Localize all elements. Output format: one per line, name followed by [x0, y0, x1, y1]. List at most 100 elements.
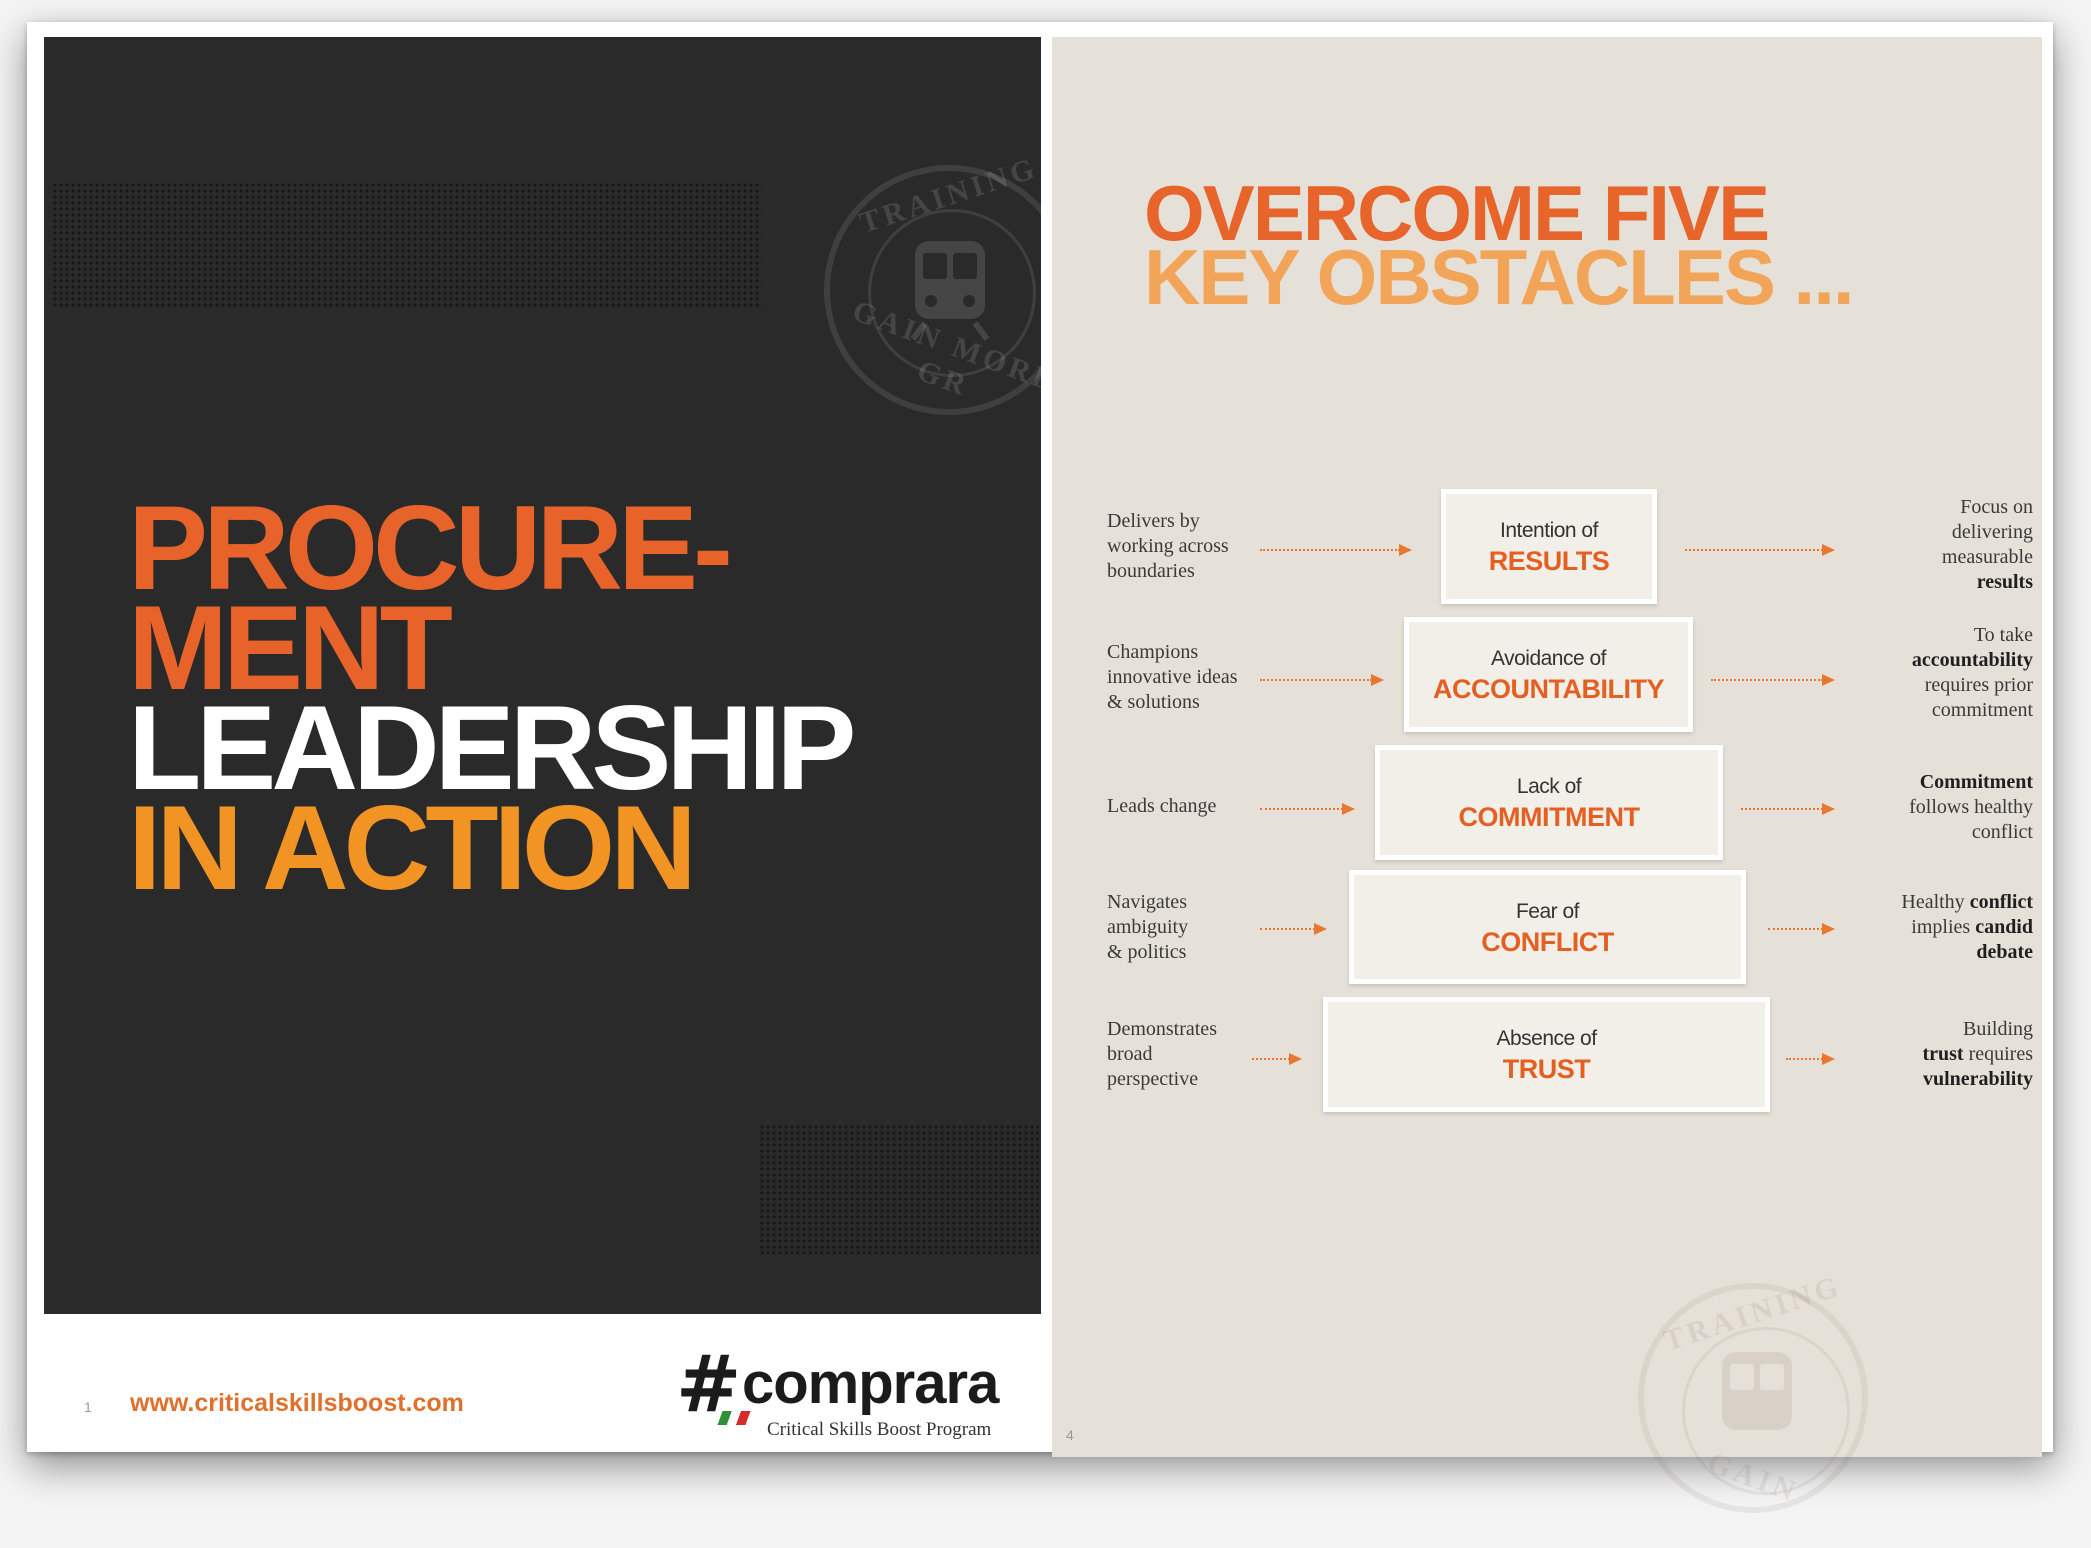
desc-text: implies: [1911, 916, 1976, 938]
desc-text: Healthy: [1901, 891, 1970, 913]
cover-title-line-2: MENT: [128, 581, 453, 715]
desc-text: delivering: [1951, 521, 2033, 543]
arrow-in-results: [1260, 544, 1412, 556]
dot-texture-bottom: [759, 1124, 1039, 1254]
obstacle-key: CONFLICT: [1481, 927, 1614, 957]
obstacle-prefix: Intention of: [1500, 519, 1598, 542]
commitment-left-desc: Leads change: [1107, 794, 1267, 819]
desc-text-bold: trust: [1922, 1043, 1964, 1065]
desc-line: commitment: [1848, 698, 2033, 723]
arrow-in-conflict: [1260, 923, 1327, 935]
desc-line: accountability: [1848, 648, 2033, 673]
desc-line: boundaries: [1107, 560, 1195, 582]
desc-line: Demonstrates: [1107, 1018, 1217, 1040]
training-stamp: TRAINING GAIN MORE GR: [824, 151, 1074, 415]
desc-line: broad: [1107, 1043, 1153, 1065]
obstacle-conflict: Fear of CONFLICT: [1349, 870, 1746, 984]
desc-text-bold: Commitment: [1919, 771, 2033, 793]
accountability-left-desc: Champions innovative ideas & solutions: [1107, 640, 1267, 715]
cover-title-line-4: IN ACTION: [128, 781, 697, 915]
obstacle-key: RESULTS: [1488, 546, 1610, 576]
page-number-right: 4: [1066, 1427, 1074, 1443]
commitment-right-desc: Commitment follows healthy conflict: [1848, 770, 2033, 845]
desc-line: Delivers by: [1107, 510, 1200, 532]
desc-text: To take: [1973, 624, 2033, 646]
logo-tagline: Critical Skills Boost Program: [767, 1419, 992, 1440]
obstacle-prefix: Fear of: [1515, 900, 1580, 923]
training-stamp-faint: TRAINING GAIN: [1638, 1269, 1868, 1513]
obstacle-accountability: Avoidance of ACCOUNTABILITY: [1404, 617, 1693, 732]
obstacles-page: 4 OVERCOME FIVE KEY OBSTACLES ... Delive…: [1052, 37, 2042, 1457]
desc-line: Building: [1848, 1017, 2033, 1042]
desc-text-bold: candid: [1975, 916, 2033, 938]
desc-line: Focus on: [1848, 495, 2033, 520]
desc-line: measurable: [1848, 545, 2033, 570]
dot-texture-top: [52, 182, 762, 307]
desc-text: requires: [1963, 1043, 2033, 1065]
desc-line: ambiguity: [1107, 916, 1189, 938]
conflict-right-desc: Healthy conflict implies candid debate: [1848, 890, 2033, 965]
arrow-out-trust: [1786, 1053, 1835, 1065]
desc-text: follows healthy: [1909, 796, 2033, 818]
train-icon: [910, 241, 990, 341]
logo-wordmark: comprara: [742, 1351, 999, 1416]
results-left-desc: Delivers by working across boundaries: [1107, 509, 1267, 584]
desc-text: conflict: [1971, 821, 2033, 843]
obstacle-prefix: Absence of: [1496, 1027, 1597, 1050]
arrow-in-accountability: [1260, 674, 1384, 686]
desc-line: Healthy conflict: [1848, 890, 2033, 915]
desc-text: commitment: [1931, 699, 2033, 721]
desc-line: & solutions: [1107, 691, 1200, 713]
conflict-left-desc: Navigates ambiguity & politics: [1107, 890, 1267, 965]
desc-text: measurable: [1941, 546, 2033, 568]
cover-footer: 1 www.criticalskillsboost.com # comprara…: [44, 1316, 1041, 1450]
desc-line: To take: [1848, 623, 2033, 648]
arrow-in-trust: [1252, 1053, 1302, 1065]
desc-line: implies candid: [1848, 915, 2033, 940]
desc-line: trust requires: [1848, 1042, 2033, 1067]
desc-text-bold: vulnerability: [1922, 1068, 2033, 1090]
trust-right-desc: Building trust requires vulnerability: [1848, 1017, 2033, 1092]
desc-line: Commitment: [1848, 770, 2033, 795]
desc-line: results: [1848, 570, 2033, 595]
obstacle-commitment: Lack of COMMITMENT: [1375, 745, 1723, 860]
accountability-right-desc: To take accountability requires prior co…: [1848, 623, 2033, 723]
heading-line-2: KEY OBSTACLES ...: [1144, 233, 1855, 321]
arrow-out-conflict: [1768, 923, 1835, 935]
comprara-logo: # comprara Critical Skills Boost Program: [634, 1340, 1034, 1440]
desc-text-bold: accountability: [1911, 649, 2033, 671]
trust-left-desc: Demonstrates broad perspective: [1107, 1017, 1267, 1092]
desc-line: debate: [1848, 940, 2033, 965]
desc-line: requires prior: [1848, 673, 2033, 698]
heading-line-1: OVERCOME FIVE: [1144, 169, 1770, 257]
obstacle-prefix: Avoidance of: [1490, 647, 1607, 670]
results-right-desc: Focus on delivering measurable results: [1848, 495, 2033, 595]
desc-text: Building: [1962, 1018, 2033, 1040]
arrow-in-commitment: [1260, 803, 1355, 815]
cover-title-line-3: LEADERSHIP: [128, 681, 856, 815]
desc-line: Leads change: [1107, 795, 1217, 817]
desc-line: working across: [1107, 535, 1229, 557]
desc-text: Focus on: [1960, 496, 2033, 518]
train-icon: [1722, 1352, 1792, 1430]
arrow-out-commitment: [1741, 803, 1835, 815]
desc-text-bold: debate: [1976, 941, 2033, 963]
obstacle-key: ACCOUNTABILITY: [1433, 674, 1664, 704]
obstacle-trust: Absence of TRUST: [1323, 997, 1770, 1112]
desc-line: innovative ideas: [1107, 666, 1238, 688]
obstacle-key: TRUST: [1502, 1054, 1591, 1084]
desc-text: requires prior: [1924, 674, 2033, 696]
desc-text-bold: results: [1976, 571, 2033, 593]
desc-line: Champions: [1107, 641, 1199, 663]
desc-line: Navigates: [1107, 891, 1187, 913]
cover-title-line-1: PROCURE-: [128, 481, 733, 615]
arrow-out-results: [1685, 544, 1835, 556]
obstacle-results: Intention of RESULTS: [1441, 489, 1657, 604]
desc-line: follows healthy: [1848, 795, 2033, 820]
page-number-left: 1: [84, 1399, 92, 1415]
desc-line: perspective: [1107, 1068, 1199, 1090]
obstacles-heading: OVERCOME FIVE KEY OBSTACLES ...: [1144, 169, 1855, 321]
desc-text-bold: conflict: [1969, 891, 2033, 913]
website-link[interactable]: www.criticalskillsboost.com: [130, 1389, 464, 1417]
desc-line: vulnerability: [1848, 1067, 2033, 1092]
